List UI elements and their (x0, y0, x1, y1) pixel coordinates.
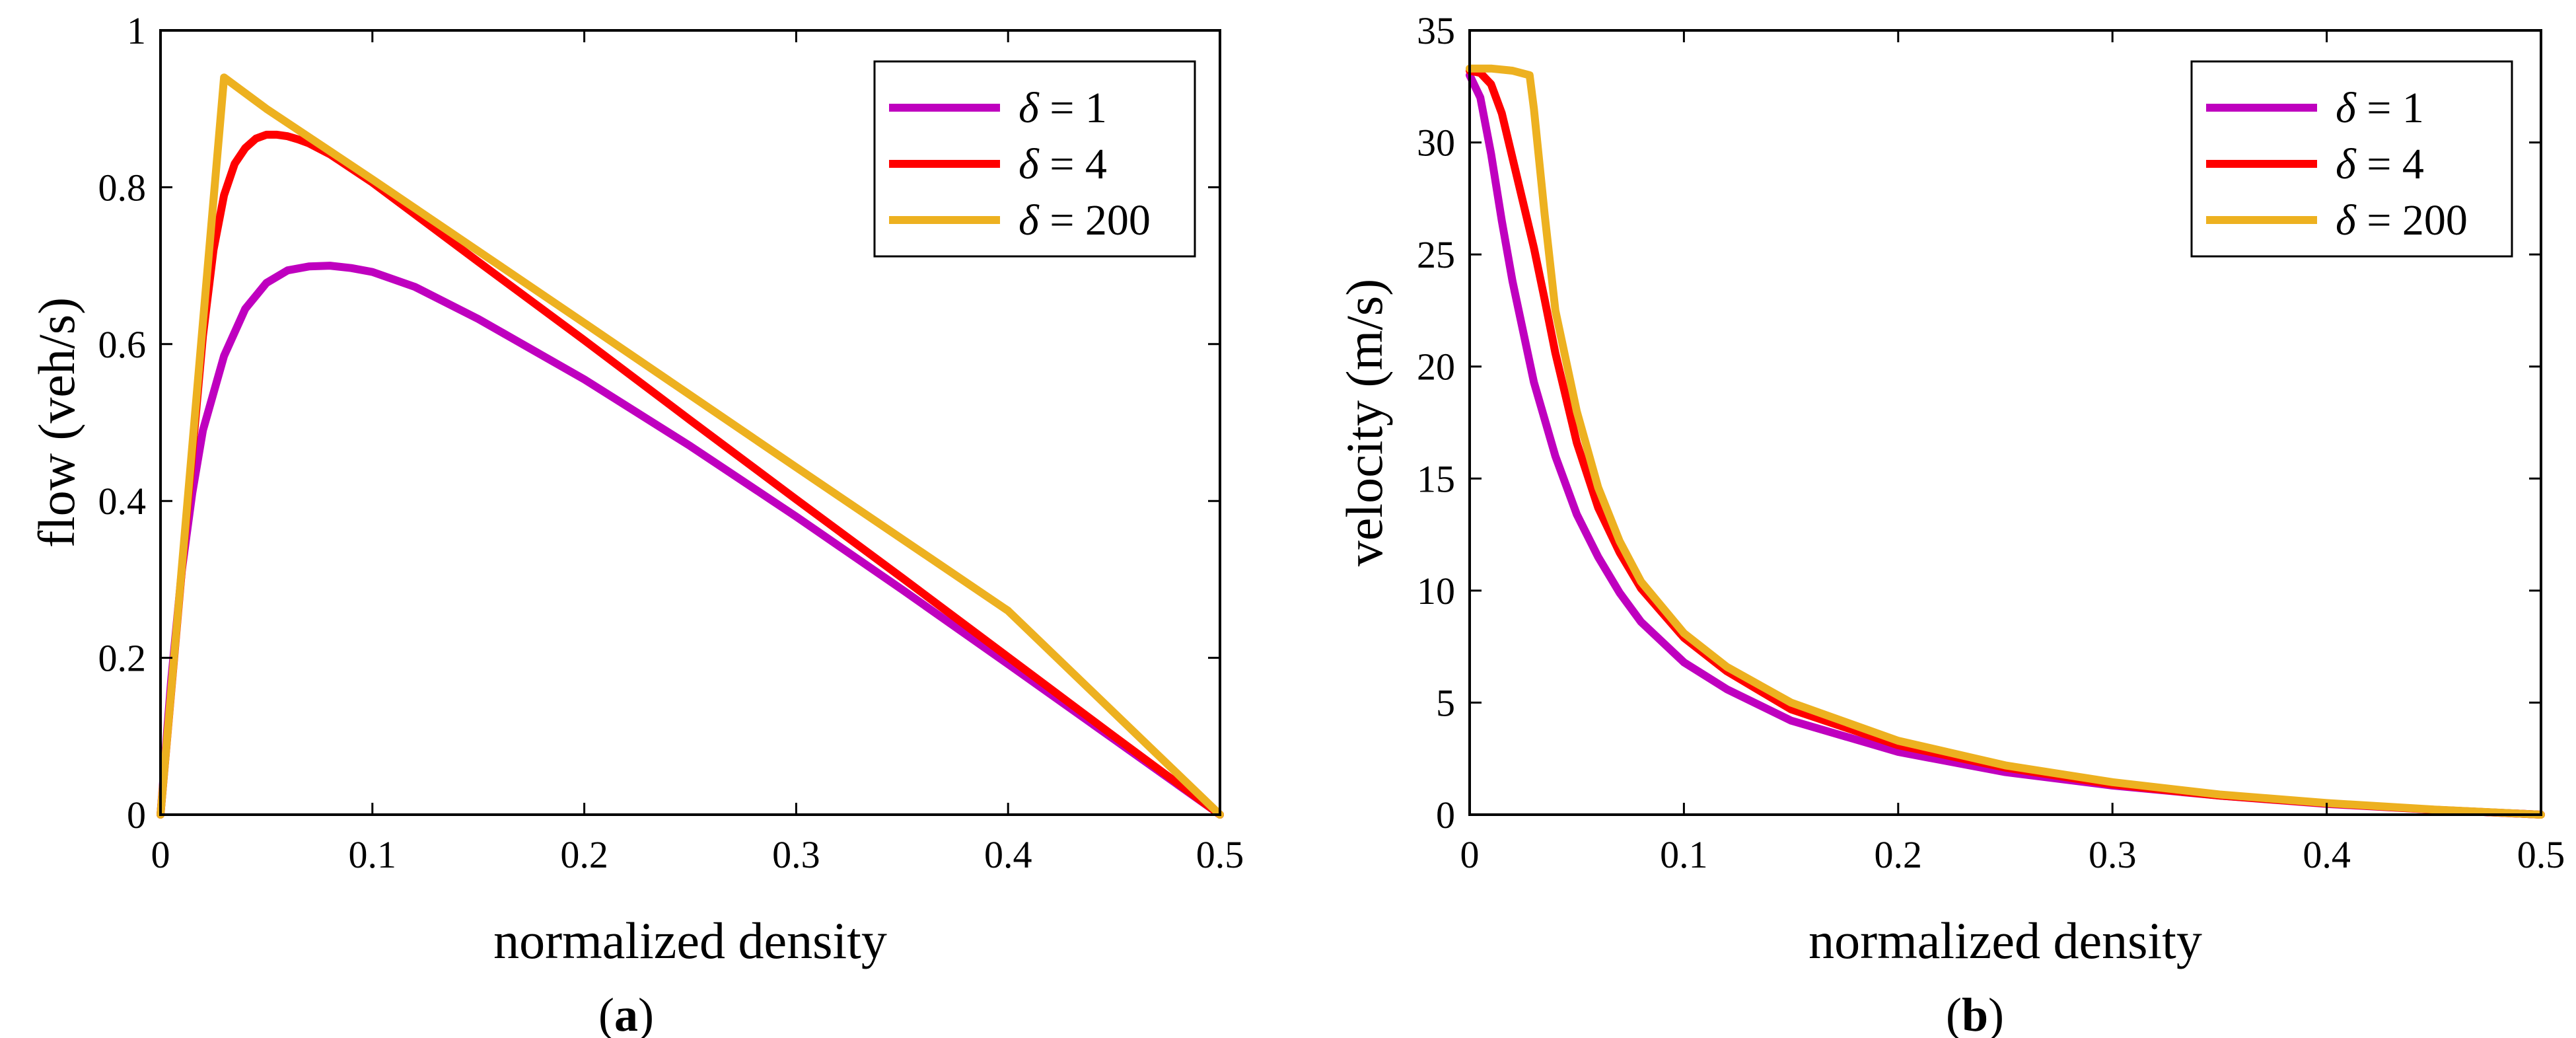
panel-a-y-tick-label: 1 (127, 9, 146, 52)
legend-delta-symbol: δ (1019, 196, 1040, 244)
panel-a-x-tick-label: 0.1 (349, 833, 397, 876)
panel-b-y-tick-label: 25 (1417, 233, 1455, 276)
legend-delta-symbol: δ (2336, 84, 2357, 132)
panel-b-legend: δ = 1δ = 4δ = 200 (2190, 60, 2513, 258)
legend-delta-symbol: δ (2336, 140, 2357, 188)
legend-delta-value: = 1 (2356, 84, 2424, 132)
panel-a-caption: (a) (598, 988, 654, 1038)
legend-delta-symbol: δ (1019, 140, 1040, 188)
panel-b-legend-label-3: δ = 200 (2336, 196, 2468, 244)
panel-b-legend-label-1: δ = 1 (2336, 84, 2424, 132)
panel-b-y-tick-label: 35 (1417, 9, 1455, 52)
panel-a-y-axis-label: flow (veh/s) (28, 297, 85, 548)
panel-a-x-axis-label: normalized density (493, 912, 887, 969)
legend-delta-value: = 4 (1039, 140, 1107, 188)
panel-a-x-tick-label: 0 (151, 833, 170, 876)
panel-b-x-tick-label: 0.3 (2089, 833, 2137, 876)
panel-b-x-tick-label: 0.4 (2303, 833, 2351, 876)
panel-a-legend-label-2: δ = 4 (1019, 140, 1107, 188)
panel-a-axes-frame (159, 29, 1221, 816)
panel-b-x-tick-label: 0.5 (2517, 833, 2565, 876)
panel-a-legend: δ = 1δ = 4δ = 200 (873, 60, 1196, 258)
panel-b-x-tick-label: 0.1 (1660, 833, 1708, 876)
panel-a-series-line-1 (157, 262, 1224, 819)
panel-b-y-tick-label: 5 (1436, 681, 1455, 724)
panel-a-x-tick-label: 0.2 (560, 833, 608, 876)
panel-a-legend-label-1: δ = 1 (1019, 84, 1107, 132)
panel-a-x-tick-label: 0.4 (984, 833, 1032, 876)
legend-delta-symbol: δ (2336, 196, 2357, 244)
panel-b-axes-frame (1468, 29, 2542, 816)
panel-b-caption-open: ( (1946, 988, 1962, 1038)
panel-a-ticks: 0 0.1 0.2 0.3 0.4 0.5 0 0.2 0.4 0.6 0.8 1 (98, 9, 1244, 876)
panel-b-y-tick-label: 30 (1417, 122, 1455, 165)
legend-delta-value: = 1 (1039, 84, 1107, 132)
panel-b-caption-close: ) (1988, 988, 2004, 1038)
panel-b-y-tick-label: 15 (1417, 457, 1455, 500)
panel-a-caption-letter: a (614, 988, 638, 1038)
panel-a-caption-close: ) (638, 988, 654, 1038)
panel-a-y-tick-label: 0.8 (98, 166, 147, 209)
panel-b-legend-label-2: δ = 4 (2336, 140, 2424, 188)
panel-a-series-line-2 (157, 130, 1224, 819)
panel-b-x-tick-label: 0 (1460, 833, 1480, 876)
panel-a-y-tick-label: 0 (127, 794, 146, 836)
panel-a-y-tick-label: 0.4 (98, 480, 147, 523)
legend-delta-value: = 200 (2356, 196, 2468, 244)
panel-b-x-axis-label: normalized density (1808, 912, 2202, 969)
panel-a-x-tick-label: 0.5 (1196, 833, 1244, 876)
panel-a-flow-chart: 0 0.1 0.2 0.3 0.4 0.5 0 0.2 0.4 0.6 0.8 1 normalize… (28, 9, 1244, 1038)
panel-b-y-axis-label: velocity (m/s) (1336, 279, 1393, 566)
panel-b-series (1466, 64, 2545, 819)
panel-a-series-line-3 (157, 73, 1224, 819)
panel-a-series (157, 73, 1224, 819)
panel-b-y-tick-label: 0 (1436, 794, 1455, 836)
panel-b-y-tick-label: 10 (1417, 570, 1455, 612)
legend-delta-symbol: δ (1019, 84, 1040, 132)
panel-a-legend-label-3: δ = 200 (1019, 196, 1151, 244)
panel-a-caption-open: ( (598, 988, 614, 1038)
panel-b-series-line-3 (1466, 64, 2545, 819)
panel-b-caption-letter: b (1962, 988, 1988, 1038)
legend-delta-value: = 200 (1039, 196, 1151, 244)
panel-a-x-tick-label: 0.3 (772, 833, 820, 876)
panel-a-y-tick-label: 0.2 (98, 637, 147, 680)
panel-a-y-tick-label: 0.6 (98, 323, 147, 366)
legend-delta-value: = 4 (2356, 140, 2424, 188)
panel-b-velocity-chart: 0 0.1 0.2 0.3 0.4 0.5 0 5 10 15 20 25 30 35 normalize… (1336, 9, 2565, 1038)
panel-b-x-tick-label: 0.2 (1875, 833, 1923, 876)
panel-b-ticks: 0 0.1 0.2 0.3 0.4 0.5 0 5 10 15 20 25 30 35 (1417, 9, 2565, 876)
panel-b-caption: (b) (1946, 988, 2004, 1038)
panel-b-y-tick-label: 20 (1417, 346, 1455, 389)
